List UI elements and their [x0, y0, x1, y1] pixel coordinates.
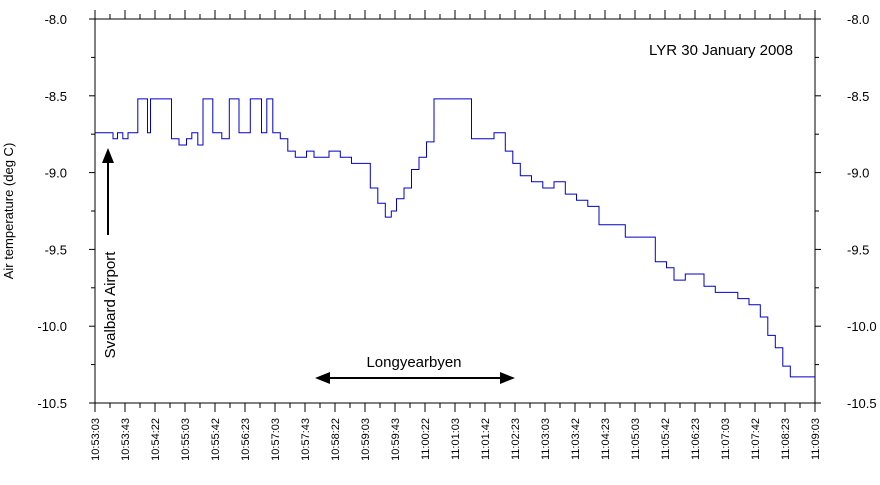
x-tick-label-12: 11:01:03 — [450, 418, 462, 460]
x-tick-label-19: 11:05:42 — [660, 418, 672, 460]
y-tick-label-right-3: -9.5 — [847, 242, 869, 257]
x-tick-label-24: 11:09:03 — [810, 418, 822, 460]
y-tick-label-left-0: -8.0 — [45, 12, 67, 27]
y-ticks-left: -8.0 -8.5 -9.0 -9.5 -10.0 -10.5 — [37, 12, 95, 411]
x-tick-label-1: 10:53:43 — [120, 418, 132, 461]
x-tick-label-11: 11:00:22 — [420, 418, 432, 460]
x-tick-label-23: 11:08:23 — [780, 418, 792, 460]
x-tick-label-5: 10:56:23 — [240, 418, 252, 461]
y-axis-label: Air temperature (deg C) — [1, 143, 16, 280]
x-tick-label-20: 11:06:23 — [690, 418, 702, 460]
y-tick-label-left-2: -9.0 — [45, 166, 67, 181]
y-tick-label-right-0: -8.0 — [847, 12, 869, 27]
x-tick-label-22: 11:07:42 — [750, 418, 762, 460]
x-tick-label-16: 11:03:42 — [570, 418, 582, 460]
longyearbyen-arrow-head-left — [315, 372, 330, 384]
y-tick-label-left-3: -9.5 — [45, 242, 67, 257]
series-layer — [95, 98, 815, 378]
x-tick-label-6: 10:57:03 — [270, 418, 282, 461]
chart-title: LYR 30 January 2008 — [649, 42, 793, 59]
x-tick-label-18: 11:05:03 — [630, 418, 642, 460]
svalbard-arrow-head — [102, 148, 114, 163]
x-tick-label-2: 10:54:22 — [150, 418, 162, 461]
x-tick-label-0: 10:53:03 — [90, 418, 102, 461]
x-tick-label-14: 11:02:23 — [510, 418, 522, 460]
x-tick-label-9: 10:59:03 — [360, 418, 372, 461]
y-ticks-right: -8.0 -8.5 -9.0 -9.5 -10.0 -10.5 — [815, 12, 877, 411]
x-tick-label-17: 11:04:23 — [600, 418, 612, 460]
svalbard-airport-annotation: Svalbard Airport — [102, 148, 119, 358]
y-tick-label-right-5: -10.5 — [847, 396, 877, 411]
x-tick-label-3: 10:55:03 — [180, 418, 192, 461]
y-tick-label-right-4: -10.0 — [847, 319, 877, 334]
plot-frame — [94, 18, 816, 404]
temperature-series-line-0 — [95, 98, 815, 378]
longyearbyen-arrow-head-right — [500, 372, 515, 384]
x-tick-label-13: 11:01:42 — [480, 418, 492, 460]
x-tick-labels: 10:53:03 10:53:43 10:54:22 10:55:03 10:55:42… — [90, 418, 822, 461]
longyearbyen-label: Longyearbyen — [366, 354, 461, 371]
x-tick-label-21: 11:07:03 — [720, 418, 732, 460]
svalbard-airport-label: Svalbard Airport — [102, 251, 119, 359]
x-tick-label-8: 10:58:22 — [330, 418, 342, 461]
x-tick-label-4: 10:55:42 — [210, 418, 222, 461]
x-tick-label-7: 10:57:43 — [300, 418, 312, 461]
x-tick-label-15: 11:03:03 — [540, 418, 552, 460]
x-ticks — [94, 10, 816, 412]
y-tick-label-left-4: -10.0 — [37, 319, 67, 334]
y-tick-label-left-5: -10.5 — [37, 396, 67, 411]
longyearbyen-annotation: Longyearbyen — [315, 354, 515, 384]
x-tick-label-10: 10:59:43 — [390, 418, 402, 461]
y-tick-label-right-2: -9.0 — [847, 166, 869, 181]
y-tick-label-left-1: -8.5 — [45, 89, 67, 104]
y-tick-label-right-1: -8.5 — [847, 89, 869, 104]
